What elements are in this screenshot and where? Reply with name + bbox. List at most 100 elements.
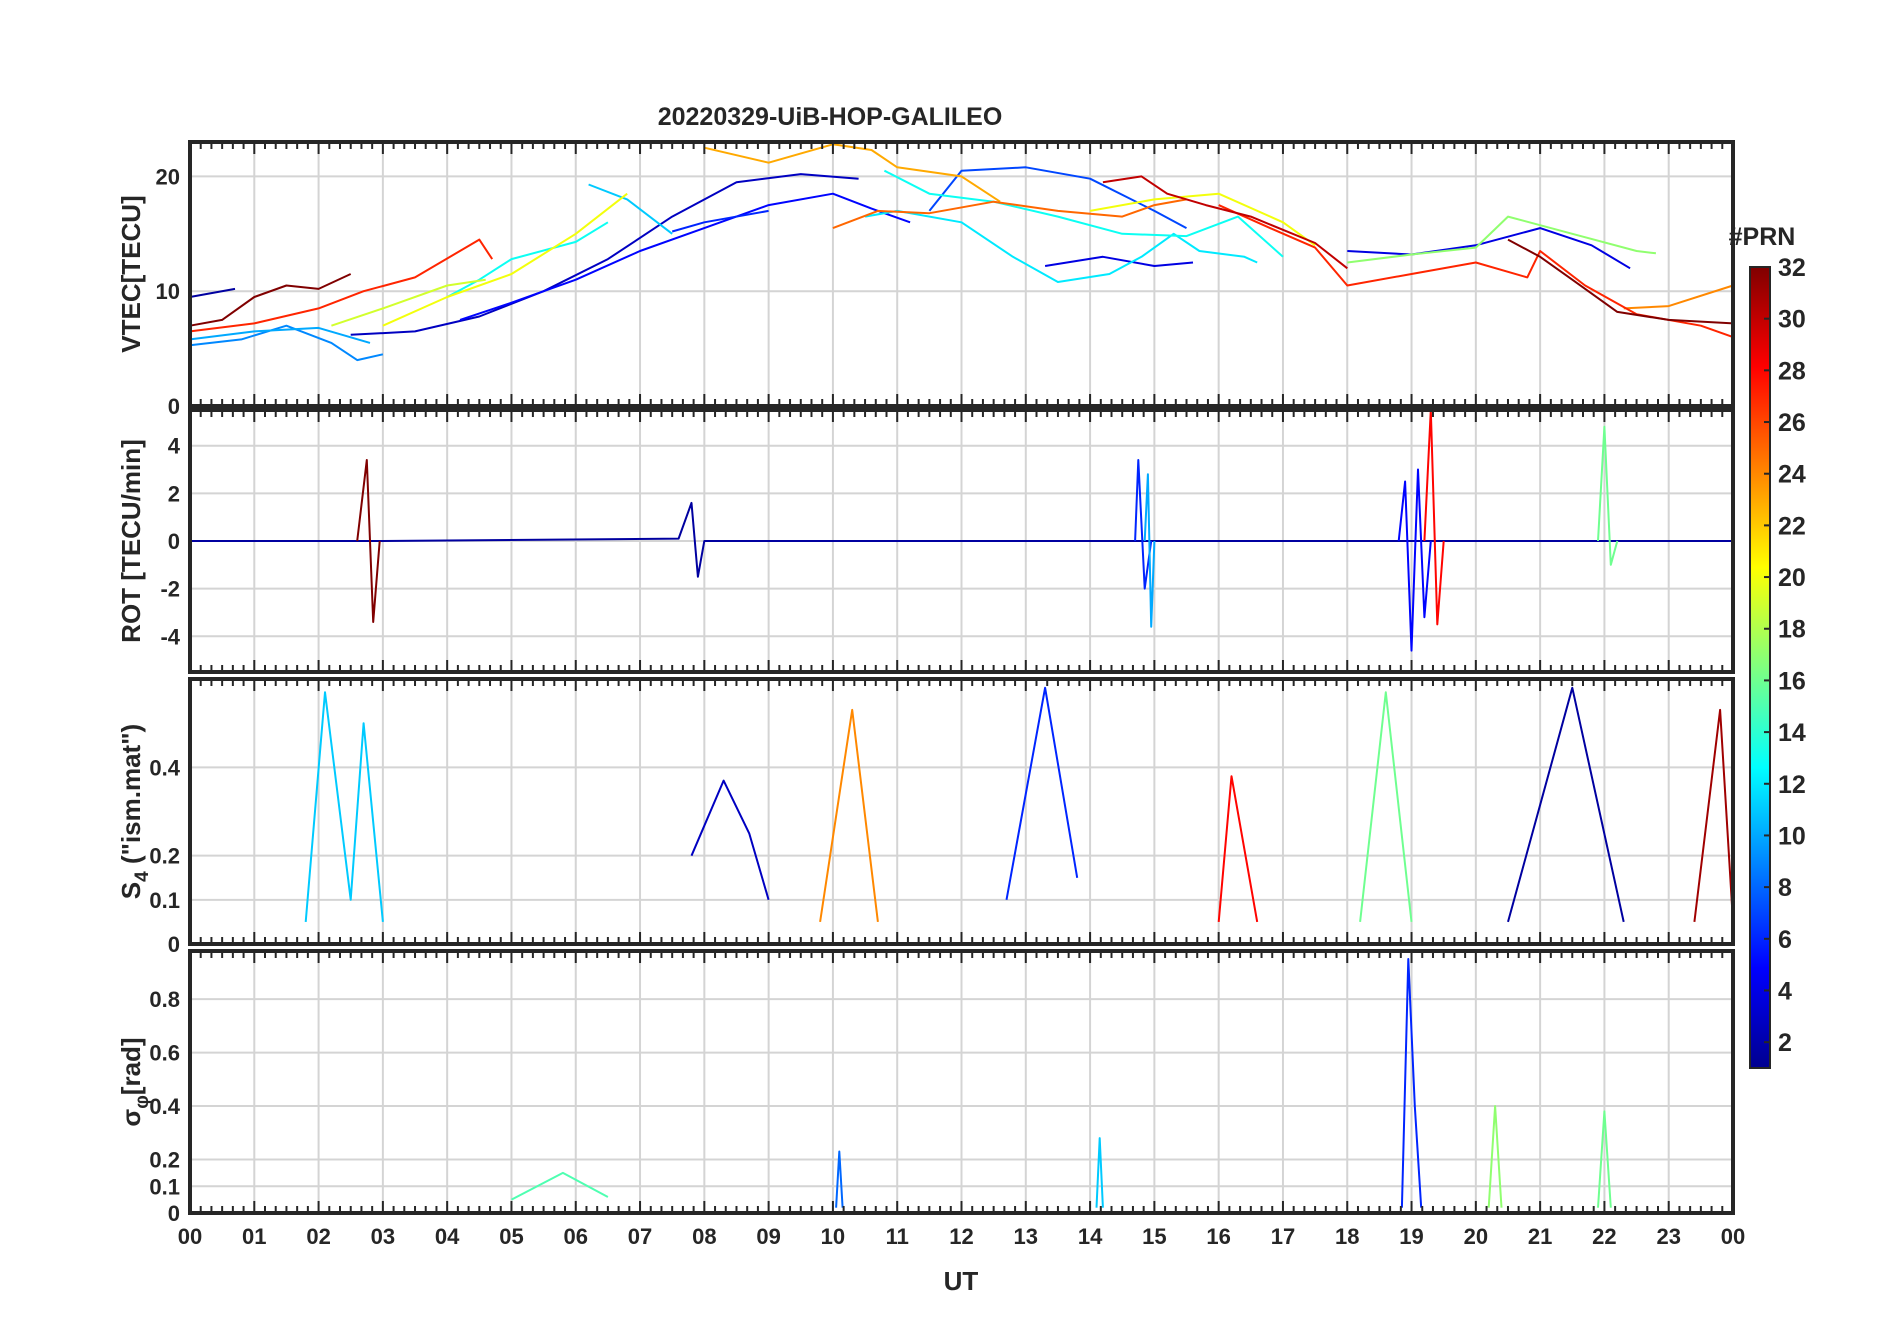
- y-tick-label: 10: [156, 279, 180, 304]
- x-axis: 00 01 02 03 04 05 06 07 08 09 10 11 12 13 14 15 16 17 18 19…: [178, 1224, 1745, 1249]
- series-line-prn-15: [511, 1171, 609, 1201]
- y-axis-label: S4 ("ism.mat"): [116, 724, 153, 899]
- colorbar-gradient: [1749, 266, 1771, 1069]
- series-line-prn-5: [459, 192, 911, 321]
- colorbar-tick-label: 30: [1778, 306, 1806, 334]
- x-tick-label: 21: [1528, 1224, 1552, 1249]
- series-line-prn-24: [1623, 284, 1734, 310]
- panel-s4: 00.10.20.4S4 ("ism.mat"): [116, 677, 1735, 957]
- series-line-prn-6: [671, 209, 769, 233]
- series-line-prn-28: [1423, 409, 1445, 626]
- x-tick-label: 10: [821, 1224, 845, 1249]
- panel-vtec: 0 10 20 VTEC[TECU]: [116, 140, 1735, 419]
- series-line-prn-27: [189, 238, 494, 333]
- series-line-prn-6: [1134, 459, 1153, 590]
- series-line-prn-17: [1487, 1105, 1503, 1208]
- series-line-prn-16: [1597, 1110, 1612, 1208]
- y-tick-label: 0: [168, 529, 180, 554]
- y-tick-label: 0.1: [149, 888, 180, 913]
- y-axis-label-tail: [rad]: [116, 1037, 146, 1095]
- panel-frame: [188, 408, 1735, 674]
- y-tick-label: 0.8: [149, 987, 180, 1012]
- x-tick-label: 05: [499, 1224, 523, 1249]
- series-line-prn-30: [1102, 175, 1348, 270]
- x-tick-label: 09: [756, 1224, 780, 1249]
- y-axis-label-subscript: 4: [132, 871, 153, 882]
- colorbar-tick-label: 24: [1778, 461, 1806, 489]
- y-axis-label-main: S: [116, 882, 146, 899]
- y-axis-label: VTEC[TECU]: [116, 195, 146, 352]
- series-line-prn-8: [835, 1150, 844, 1208]
- y-tick-label: 0.2: [149, 1148, 180, 1173]
- x-tick-label: 18: [1335, 1224, 1359, 1249]
- series-line-prn-4: [1044, 255, 1194, 267]
- colorbar-tick-label: 22: [1778, 512, 1806, 540]
- colorbar-tick-label: 32: [1778, 254, 1806, 282]
- x-tick-label: 02: [306, 1224, 330, 1249]
- y-tick-label: 4: [168, 434, 181, 459]
- series-line-prn-9: [189, 324, 384, 362]
- y-axis-label: σφ[rad]: [116, 1037, 153, 1126]
- colorbar-tick-label: 28: [1778, 357, 1806, 385]
- series-line-prn-12: [864, 209, 1258, 283]
- series-line-prn-11: [304, 691, 384, 922]
- series-line-prn-17: [1347, 215, 1657, 264]
- series-line-prn-10: [189, 326, 371, 344]
- panel-frame: [188, 140, 1735, 408]
- series-line-prn-16: [1597, 425, 1619, 566]
- series-line-prn-13: [446, 221, 609, 298]
- x-tick-label: 03: [371, 1224, 395, 1249]
- x-tick-label: 15: [1142, 1224, 1166, 1249]
- x-tick-label: 17: [1271, 1224, 1295, 1249]
- series-line-prn-3: [690, 779, 770, 901]
- colorbar-tick-label: 10: [1778, 822, 1806, 850]
- x-tick-label: 20: [1464, 1224, 1488, 1249]
- series-line-prn-10: [1143, 473, 1156, 628]
- colorbar-tick-label: 16: [1778, 667, 1806, 695]
- series-line-prn-11: [1095, 1137, 1104, 1208]
- x-axis-label: UT: [944, 1266, 979, 1296]
- series-line-prn-2: [189, 287, 236, 298]
- y-tick-label: 2: [168, 481, 180, 506]
- panel-sigma_phi: 00.10.2 0.4 0.6 0.8 σφ[rad]: [116, 949, 1735, 1226]
- colorbar-tick-label: 4: [1778, 977, 1792, 1005]
- colorbar-tick-label: 2: [1778, 1029, 1792, 1057]
- y-tick-label: 0.4: [149, 755, 180, 780]
- series-line-prn-11: [588, 183, 673, 235]
- y-tick-label: -4: [160, 624, 180, 649]
- series-line-prn-23: [704, 143, 1001, 203]
- series-line-prn-6: [1400, 958, 1423, 1208]
- series-line-prn-2: [190, 501, 1733, 578]
- colorbar-tick-label: 14: [1778, 719, 1806, 747]
- x-tick-label: 14: [1078, 1224, 1103, 1249]
- colorbar-tick-label: 12: [1778, 771, 1806, 799]
- panel-rot: -4 -2 0 2 4 ROT [TECU/min]: [116, 408, 1735, 674]
- colorbar-label: #PRN: [1729, 223, 1796, 251]
- x-tick-label: 11: [886, 1224, 909, 1249]
- x-tick-label: 13: [1014, 1224, 1038, 1249]
- x-tick-label: 19: [1399, 1224, 1423, 1249]
- y-axis-label-tail: ("ism.mat"): [116, 724, 146, 871]
- series-line-prn-28: [1217, 775, 1259, 923]
- panel-frame: [188, 949, 1735, 1215]
- x-tick-label: 23: [1656, 1224, 1680, 1249]
- series-line-prn-20: [1089, 192, 1316, 247]
- y-axis-label-subscript: φ: [132, 1095, 153, 1109]
- x-tick-label: 06: [564, 1224, 588, 1249]
- series-line-prn-20: [382, 192, 628, 327]
- series-line-prn-7: [928, 166, 1187, 229]
- series-line-prn-13: [883, 169, 1284, 258]
- series-line-prn-25: [832, 198, 1187, 230]
- colorbar-tick-label: 18: [1778, 616, 1806, 644]
- x-tick-label: 22: [1592, 1224, 1616, 1249]
- panel-frame: [188, 677, 1735, 946]
- y-tick-label: 0.4: [149, 1094, 180, 1119]
- colorbar-tick-label: 20: [1778, 564, 1806, 592]
- x-tick-label: 08: [692, 1224, 716, 1249]
- y-tick-label: 0.6: [149, 1041, 180, 1066]
- series-line-prn-2: [1507, 686, 1625, 923]
- series-line-prn-6: [1005, 686, 1079, 900]
- series-line-prn-3: [350, 173, 859, 336]
